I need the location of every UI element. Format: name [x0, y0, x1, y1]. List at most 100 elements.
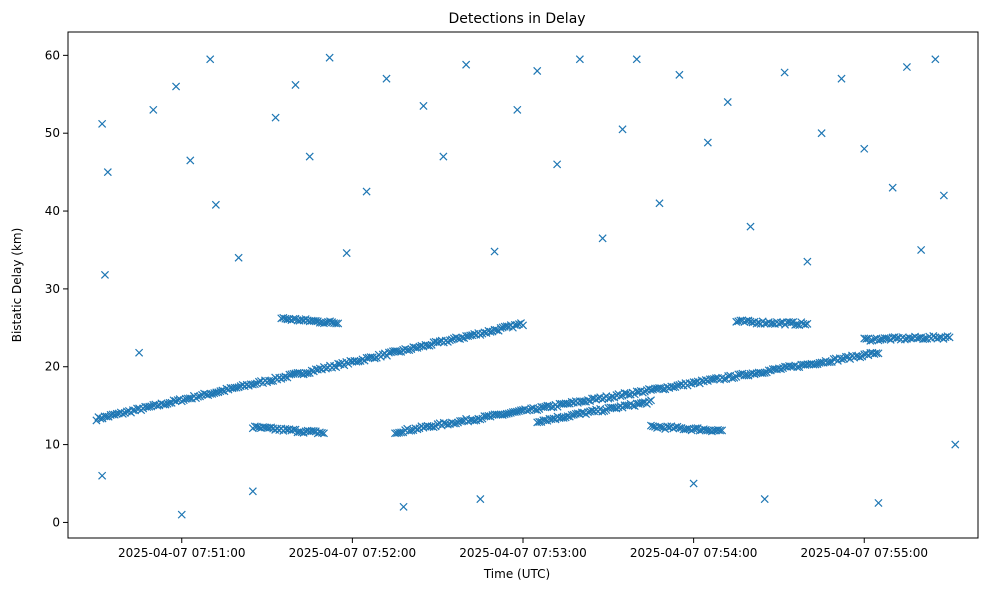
data-point [632, 55, 641, 64]
data-point [102, 412, 111, 421]
data-point [951, 440, 960, 449]
data-point [317, 428, 326, 437]
data-point [319, 429, 328, 438]
data-point [248, 487, 257, 496]
data-point [616, 392, 625, 401]
data-point [98, 471, 107, 480]
data-point [583, 396, 593, 405]
data-point [443, 420, 452, 429]
data-point [518, 321, 528, 330]
data-point [186, 156, 195, 165]
data-point [100, 270, 109, 279]
data-point [153, 401, 162, 410]
data-point [250, 380, 259, 389]
x-tick-label: 2025-04-07 07:53:00 [459, 546, 586, 560]
data-point [744, 316, 753, 325]
x-tick-label: 2025-04-07 07:54:00 [630, 546, 757, 560]
data-point [793, 363, 802, 372]
data-point [608, 392, 617, 401]
data-point [760, 368, 769, 377]
data-point [801, 320, 810, 329]
data-point [291, 80, 300, 89]
data-point [289, 425, 298, 434]
data-point [492, 325, 501, 335]
y-tick-label: 40 [45, 204, 60, 218]
y-tick-label: 50 [45, 126, 60, 140]
data-point [281, 372, 290, 381]
data-point [305, 152, 314, 161]
data-point [803, 319, 812, 328]
data-point [638, 388, 647, 397]
data-point [760, 319, 769, 328]
data-point [675, 70, 684, 79]
data-point [439, 152, 448, 161]
data-point [533, 406, 542, 415]
data-point [447, 335, 456, 344]
y-tick-label: 30 [45, 282, 60, 296]
data-point [98, 119, 107, 128]
data-point [177, 510, 186, 519]
data-point [512, 320, 521, 329]
data-point [691, 424, 700, 433]
data-point [760, 495, 769, 504]
y-tick-label: 0 [52, 515, 60, 529]
y-tick-label: 60 [45, 48, 60, 62]
x-tick-label: 2025-04-07 07:52:00 [289, 546, 416, 560]
x-tick-label: 2025-04-07 07:51:00 [118, 546, 245, 560]
data-point [234, 253, 243, 262]
data-point [888, 183, 897, 192]
data-point [723, 98, 732, 107]
data-point [860, 144, 869, 153]
data-point [776, 365, 785, 374]
data-point [476, 495, 485, 504]
data-point [103, 168, 112, 177]
data-point [211, 200, 220, 209]
marker-layer [92, 53, 960, 519]
data-point [646, 396, 655, 405]
data-point [399, 502, 408, 511]
data-point [559, 413, 568, 422]
data-point [906, 334, 915, 343]
x-axis-title: Time (UTC) [483, 567, 550, 581]
data-point [917, 245, 926, 254]
data-point [490, 247, 499, 256]
data-point [659, 385, 668, 394]
data-point [718, 426, 727, 435]
data-point [419, 101, 428, 110]
data-point [407, 426, 416, 435]
data-point [470, 416, 479, 425]
data-point [669, 383, 678, 392]
chart-title: Detections in Delay [448, 11, 585, 27]
data-point [872, 349, 881, 358]
data-point [600, 406, 609, 416]
data-point [395, 347, 404, 356]
data-point [382, 74, 391, 83]
data-point [172, 82, 181, 91]
data-point [746, 222, 755, 231]
data-point [787, 318, 796, 327]
y-axis-title: Bistatic Delay (km) [10, 228, 24, 343]
data-point [943, 332, 952, 341]
data-point [628, 401, 637, 410]
data-point [689, 479, 698, 488]
data-point [837, 74, 846, 83]
data-point [128, 406, 138, 415]
data-point [193, 392, 203, 401]
data-point [342, 249, 351, 258]
data-point [362, 187, 371, 196]
data-point [750, 370, 759, 379]
data-point [267, 423, 276, 432]
data-point [451, 419, 460, 428]
data-point [862, 334, 871, 343]
data-point [429, 423, 438, 432]
x-axis: 2025-04-07 07:51:00 2025-04-07 07:52:00 20… [118, 538, 928, 560]
data-point [856, 353, 865, 362]
y-axis: 0 10 20 30 40 50 60 [45, 48, 68, 529]
data-point [439, 418, 448, 427]
data-point [332, 319, 341, 328]
data-point [326, 317, 335, 326]
y-tick-label: 20 [45, 360, 60, 374]
data-point [523, 406, 532, 415]
data-point [776, 318, 785, 327]
